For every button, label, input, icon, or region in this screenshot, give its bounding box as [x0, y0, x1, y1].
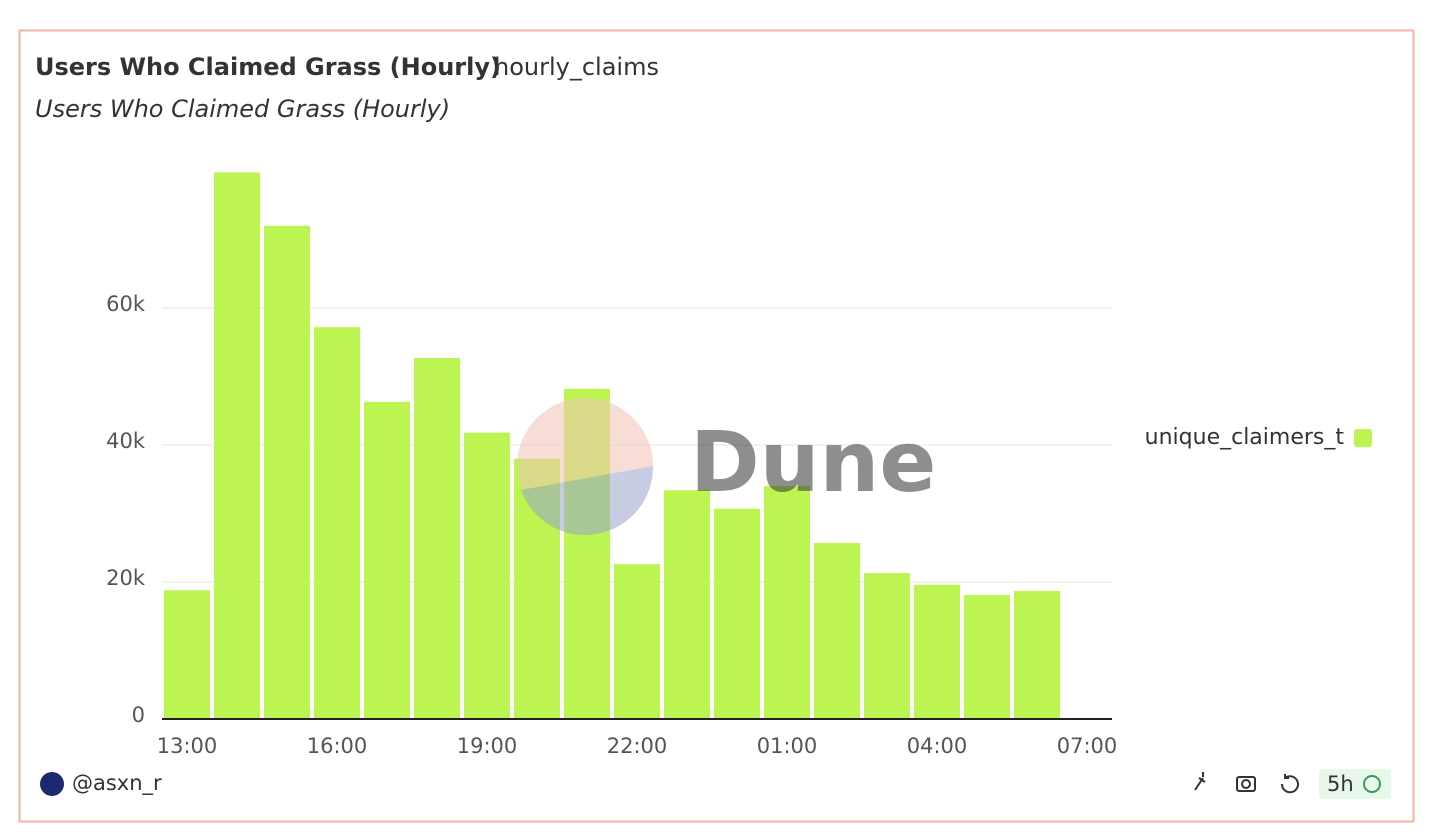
x-tick-label: 22:00: [607, 734, 668, 758]
bar: [1014, 590, 1060, 719]
query-name: hourly_claims: [494, 53, 659, 81]
bar: [814, 542, 860, 719]
screenshot-lens: [1241, 779, 1251, 789]
y-tick-label: 60k: [106, 292, 146, 316]
author-avatar: [40, 772, 64, 796]
refresh-icon[interactable]: [1280, 774, 1299, 794]
y-tick-label: 20k: [106, 566, 146, 590]
embed-icon[interactable]: [1194, 772, 1206, 791]
y-tick-label: 0: [132, 703, 145, 727]
legend-label: unique_claimers_t: [1145, 425, 1345, 450]
x-tick-label: 01:00: [757, 734, 818, 758]
bar: [864, 573, 910, 719]
bar: [714, 508, 760, 719]
x-tick-label: 07:00: [1057, 734, 1118, 758]
toolbar: [1194, 772, 1299, 794]
watermark-logo-part: [521, 466, 654, 536]
bar: [264, 225, 310, 720]
chart-subtitle: Users Who Claimed Grass (Hourly): [35, 95, 450, 123]
freshness: 5h: [1327, 772, 1354, 796]
bar: [214, 172, 260, 719]
bar: [164, 590, 210, 719]
bars: [164, 172, 1060, 720]
bar: [764, 486, 810, 719]
bar: [314, 327, 360, 719]
author[interactable]: @asxn_r: [72, 771, 162, 796]
bar: [614, 564, 660, 719]
bar: [414, 358, 460, 719]
bar: [914, 584, 960, 719]
verified-icon: [1363, 775, 1381, 793]
y-tick-label: 40k: [106, 429, 146, 453]
bar: [364, 401, 410, 719]
legend-swatch: [1354, 429, 1372, 447]
x-tick-label: 16:00: [307, 734, 368, 758]
legend: unique_claimers_t: [1145, 425, 1372, 450]
watermark-text: Dune: [690, 413, 936, 511]
bar: [964, 595, 1010, 719]
bar: [664, 490, 710, 719]
watermark: Dune: [517, 398, 936, 536]
bar: [464, 432, 510, 719]
x-tick-label: 19:00: [457, 734, 518, 758]
x-tick-label: 04:00: [907, 734, 968, 758]
screenshot-icon[interactable]: [1236, 776, 1256, 792]
axes: 0 20k 40k 60k 13:00 16:00 19:00 22:00 01:00 04:00…: [106, 292, 1117, 758]
x-tick-label: 13:00: [157, 734, 218, 758]
chart-title: Users Who Claimed Grass (Hourly): [35, 53, 501, 81]
